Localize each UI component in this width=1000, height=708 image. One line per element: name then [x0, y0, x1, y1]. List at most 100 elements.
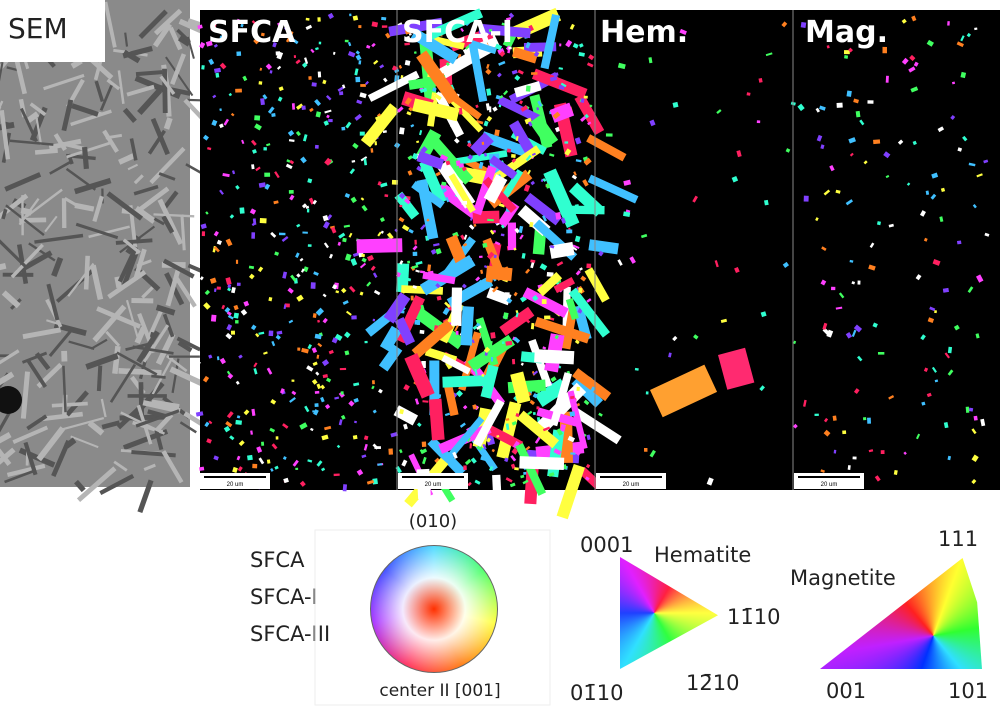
grain — [377, 231, 382, 237]
grain — [455, 390, 464, 398]
scale-bar-label: 20 um — [227, 482, 244, 488]
grain — [381, 16, 387, 21]
grain — [203, 302, 211, 310]
grain — [288, 319, 294, 324]
grain — [947, 455, 952, 461]
grain — [399, 127, 405, 135]
grain — [623, 211, 631, 218]
grain — [965, 406, 970, 413]
grain — [324, 425, 332, 431]
grain — [931, 366, 937, 373]
needle — [147, 307, 164, 338]
grain — [318, 41, 322, 45]
grain — [366, 254, 374, 262]
grain — [436, 393, 442, 399]
grain — [314, 333, 322, 340]
grain — [480, 131, 530, 158]
grain — [406, 35, 411, 41]
grain — [381, 25, 388, 28]
grain — [508, 12, 515, 19]
grain — [236, 455, 241, 461]
grain — [820, 279, 827, 286]
grain — [352, 435, 358, 440]
grain — [442, 374, 494, 388]
grain — [263, 351, 268, 355]
grain — [444, 301, 451, 308]
grain — [301, 203, 308, 209]
needle — [121, 249, 140, 286]
grain — [339, 91, 344, 96]
grain — [901, 18, 907, 24]
grain — [934, 379, 939, 383]
grain — [422, 271, 456, 285]
grain — [520, 474, 525, 479]
grain — [527, 121, 533, 127]
grain — [559, 43, 562, 47]
grain — [410, 28, 459, 65]
grain — [419, 329, 425, 335]
grain — [845, 332, 853, 339]
grain — [471, 339, 475, 344]
grain — [416, 320, 421, 326]
grain — [888, 223, 894, 228]
grain — [358, 25, 362, 29]
grain — [523, 471, 528, 475]
grain — [372, 409, 377, 414]
needle — [0, 262, 7, 271]
grain — [311, 378, 318, 385]
grain — [205, 211, 209, 215]
grain — [342, 237, 347, 243]
grain — [534, 378, 569, 407]
grain — [251, 222, 255, 227]
grain — [202, 375, 210, 383]
grain — [483, 120, 489, 127]
needle — [171, 358, 180, 394]
grain — [404, 353, 435, 399]
grain — [792, 423, 798, 429]
grain — [325, 94, 332, 101]
needle — [5, 204, 45, 237]
grain — [213, 230, 219, 237]
grain — [304, 405, 310, 413]
corner-label: 101 — [948, 679, 988, 703]
grain — [967, 286, 974, 293]
grain — [574, 204, 580, 211]
needle — [90, 338, 108, 350]
grain — [513, 247, 517, 251]
grain — [868, 449, 874, 453]
grain — [340, 414, 346, 420]
grain — [560, 217, 567, 224]
grain — [488, 145, 541, 185]
grain — [588, 239, 619, 255]
grain — [499, 50, 506, 58]
grain — [233, 304, 239, 311]
grain — [371, 42, 376, 48]
needle — [68, 340, 95, 350]
grain — [213, 67, 222, 74]
grain — [931, 172, 939, 179]
needle — [137, 88, 163, 115]
needle — [0, 110, 11, 160]
grain — [486, 287, 512, 306]
grain — [403, 384, 410, 391]
grain — [254, 123, 262, 131]
grain — [966, 32, 972, 38]
grain — [492, 474, 503, 528]
grain — [929, 306, 936, 312]
needle — [93, 60, 103, 81]
grain — [346, 310, 352, 316]
grain — [249, 208, 257, 215]
grain — [540, 13, 561, 70]
grain — [211, 119, 218, 127]
grain — [587, 121, 592, 126]
grain — [521, 252, 526, 259]
needle — [106, 78, 121, 91]
grain — [485, 68, 492, 75]
grain — [568, 287, 611, 338]
needle — [4, 172, 42, 192]
grain — [475, 276, 481, 282]
grain — [482, 242, 488, 248]
grain — [341, 84, 346, 89]
grain — [556, 428, 563, 436]
grain — [542, 215, 547, 222]
